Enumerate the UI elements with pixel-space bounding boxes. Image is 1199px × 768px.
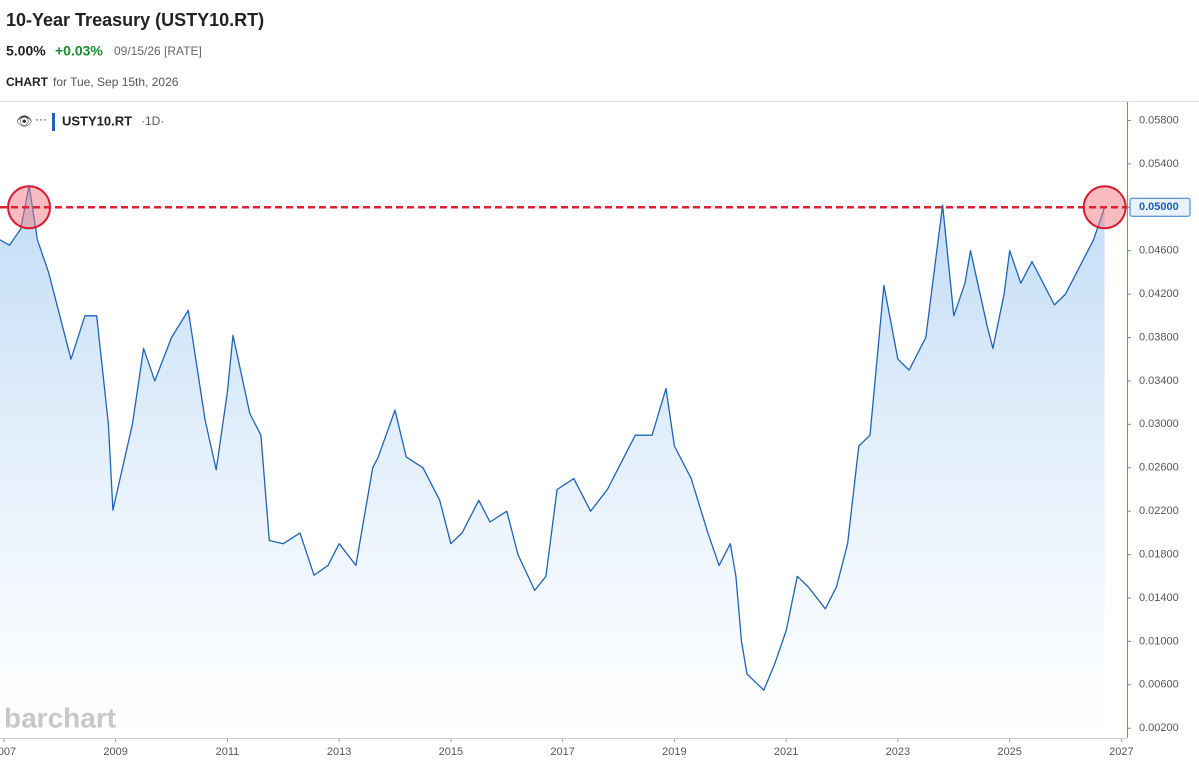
x-tick-label: 2023 xyxy=(886,746,910,758)
legend-swatch xyxy=(52,113,55,131)
y-tick-label: 0.04200 xyxy=(1139,288,1179,300)
menu-dots[interactable]: ··· xyxy=(35,112,47,126)
y-tick-label: 0.01800 xyxy=(1139,548,1179,560)
title: 10-Year Treasury (USTY10.RT) xyxy=(6,10,264,30)
y-tick-label: 0.00200 xyxy=(1139,722,1179,734)
eye-icon[interactable]: 👁 xyxy=(16,113,33,128)
last-price: 5.00% xyxy=(6,43,46,59)
timestamp: 09/15/26 [RATE] xyxy=(114,44,202,58)
y-tick-label: 0.02200 xyxy=(1139,505,1179,517)
x-tick-label: 2007 xyxy=(0,746,16,758)
x-tick-label: 2015 xyxy=(439,746,463,758)
y-tick-label: 0.03400 xyxy=(1139,375,1179,387)
price-badge xyxy=(1129,197,1191,217)
series-line xyxy=(0,184,1106,691)
interval: ·1D· xyxy=(141,114,164,128)
y-tick-label: 0.05800 xyxy=(1139,114,1179,126)
plot: 0.00200 0.00600 0.01000 0.01400 0.01800 0.022… xyxy=(0,102,1191,758)
area-fill xyxy=(0,185,1105,739)
x-tick-label: 2027 xyxy=(1109,746,1133,758)
price-label: 0.05000 xyxy=(1139,201,1179,213)
legend: 👁 ··· USTY10.RT ·1D· xyxy=(16,112,164,131)
x-tick-label: 2011 xyxy=(216,746,240,758)
x-tick-label: 2009 xyxy=(103,746,127,758)
legend-name: USTY10.RT xyxy=(62,113,132,128)
x-tick-label: 2017 xyxy=(550,746,574,758)
y-tick-label: 0.05400 xyxy=(1139,158,1179,170)
x-tick-label: 2025 xyxy=(997,746,1021,758)
y-tick-label: 0.03800 xyxy=(1139,331,1179,343)
y-tick-label: 0.02600 xyxy=(1139,462,1179,474)
change: +0.03% xyxy=(55,43,103,59)
y-tick-label: 0.01400 xyxy=(1139,592,1179,604)
watermark: barchart xyxy=(4,702,116,733)
y-tick-label: 0.04600 xyxy=(1139,245,1179,257)
y-tick-label: 0.01000 xyxy=(1139,635,1179,647)
x-tick-label: 2019 xyxy=(662,746,686,758)
chart-label: CHART xyxy=(6,75,49,89)
chart-date: for Tue, Sep 15th, 2026 xyxy=(53,75,179,89)
y-tick-label: 0.00600 xyxy=(1139,679,1179,691)
x-tick-label: 2021 xyxy=(774,746,798,758)
x-tick-label: 2013 xyxy=(327,746,351,758)
y-tick-label: 0.03000 xyxy=(1139,418,1179,430)
